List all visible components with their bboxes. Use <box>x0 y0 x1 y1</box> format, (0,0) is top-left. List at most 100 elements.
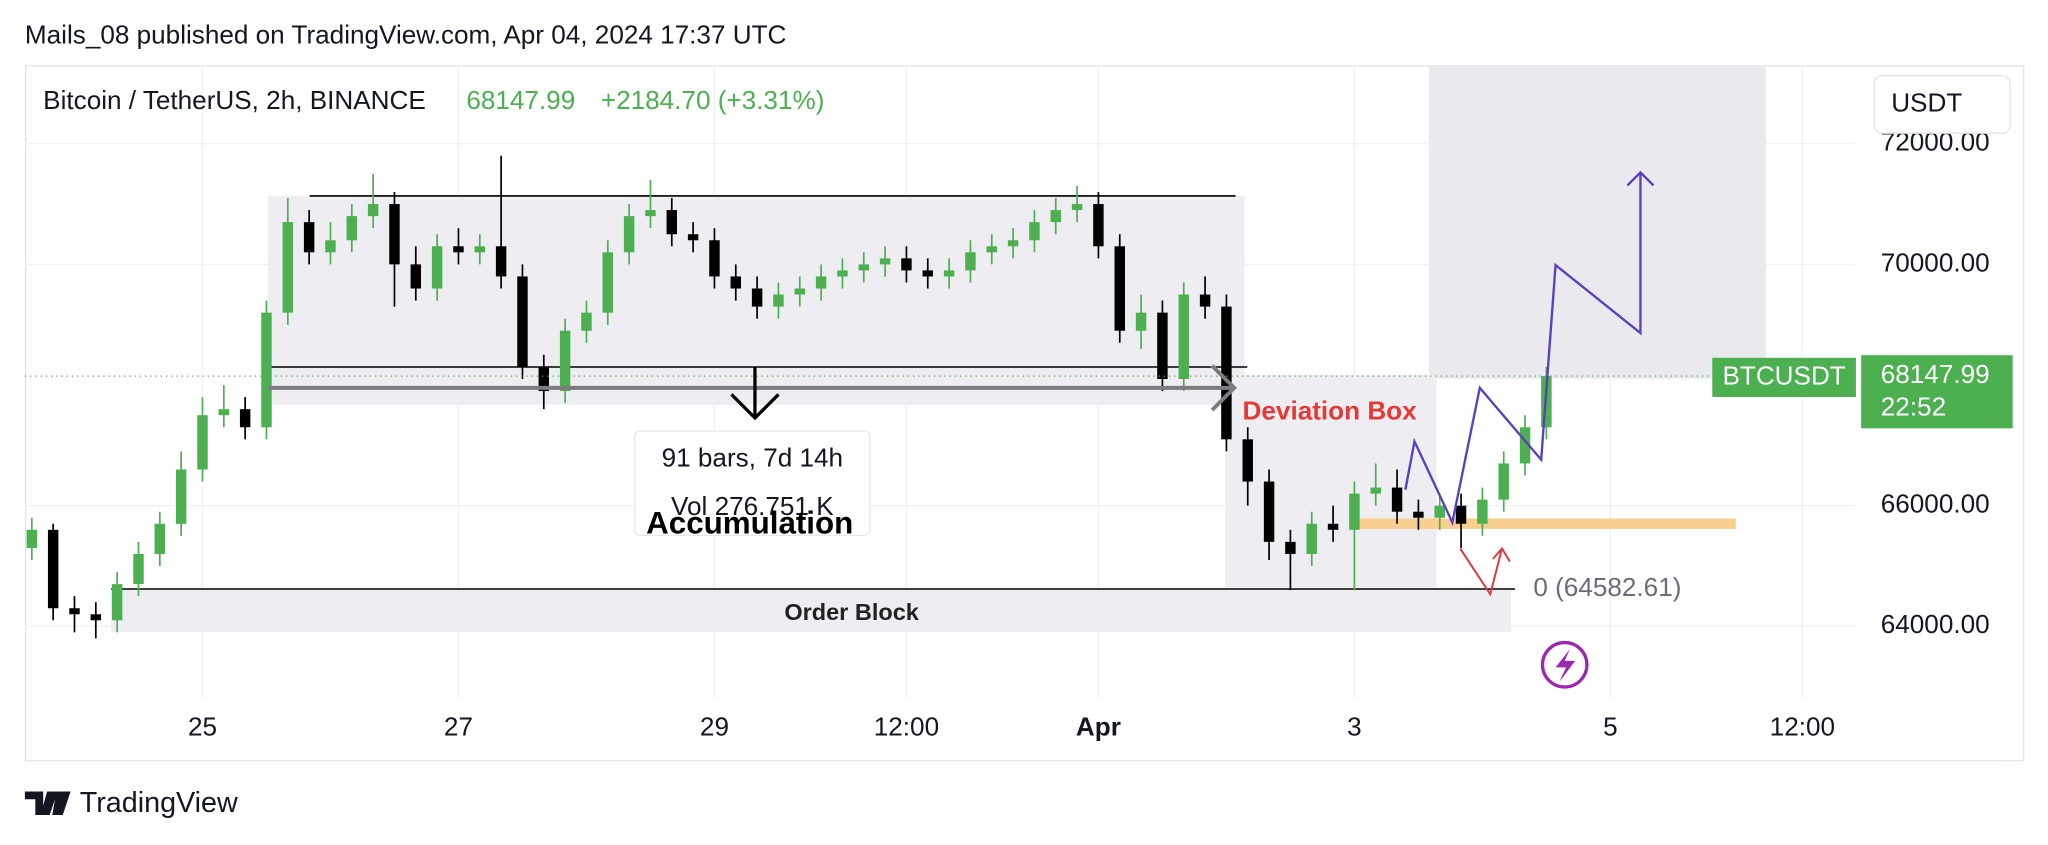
candle-body <box>90 614 102 621</box>
candle-body <box>901 258 912 271</box>
candle-body <box>1135 312 1147 331</box>
accumulation-label: Accumulation <box>646 505 853 540</box>
candle-body <box>453 246 464 253</box>
x-tick-label: 29 <box>700 712 729 742</box>
down-arrow <box>730 366 780 421</box>
candle-body <box>1306 523 1317 554</box>
candle-body <box>1178 294 1189 379</box>
y-tick-label: 70000.00 <box>1881 247 1990 277</box>
candle-body <box>1007 240 1019 247</box>
candle-body <box>474 246 486 253</box>
candle-body <box>922 270 933 277</box>
candle-body <box>303 222 315 253</box>
y-tick-label: 64000.00 <box>1881 609 1990 639</box>
x-tick-label: 3 <box>1347 712 1362 742</box>
measure-tooltip <box>634 430 871 537</box>
candle-body <box>282 222 294 313</box>
symbol-tag <box>1712 357 1856 397</box>
support-band <box>1358 518 1736 529</box>
candle-body <box>730 276 741 289</box>
fib-label: 0 (64582.61) <box>1533 572 1681 602</box>
candle-body <box>1455 505 1467 524</box>
candle-body <box>239 409 251 428</box>
candle-body <box>1477 499 1488 524</box>
price-change: +2184.70 (+3.31%) <box>601 85 825 115</box>
deviation-zone <box>1225 374 1437 588</box>
order-block-label: Order Block <box>784 599 919 625</box>
order-block <box>111 589 1512 633</box>
candle-body <box>175 469 187 524</box>
candle-body <box>538 366 550 392</box>
candle-body <box>1498 463 1509 500</box>
candle-body <box>1370 487 1381 494</box>
candle-body <box>111 584 123 621</box>
x-tick-label: 27 <box>444 712 473 742</box>
candle-body <box>410 264 422 289</box>
candle-body <box>1391 487 1403 512</box>
candle-body <box>751 288 763 307</box>
x-tick-label: 12:00 <box>874 712 939 742</box>
last-price: 68147.99 <box>466 85 575 115</box>
candle-body <box>666 210 678 235</box>
publish-info: Mails_08 published on TradingView.com, A… <box>25 19 787 49</box>
candle-body <box>1242 439 1253 482</box>
candle-body <box>623 216 635 253</box>
currency-button[interactable] <box>1873 75 2011 134</box>
candle-body <box>1050 210 1061 223</box>
candle-body <box>986 246 997 253</box>
symbol-info: Bitcoin / TetherUS, 2h, BINANCE <box>43 85 426 115</box>
price-tag-countdown: 22:52 <box>1881 392 1946 422</box>
candle-body <box>965 252 976 271</box>
candle-body <box>197 415 208 470</box>
price-tag <box>1861 355 2013 429</box>
sweep-arrow <box>1459 546 1511 597</box>
currency: USDT <box>1891 87 1962 117</box>
candle-body <box>1263 481 1275 542</box>
candle-body <box>773 294 784 307</box>
deviation-label: Deviation Box <box>1243 396 1418 426</box>
candle-body <box>815 276 827 289</box>
candle-body <box>261 312 272 428</box>
candle-body <box>709 240 720 277</box>
candle-body <box>517 276 528 367</box>
projection-path <box>1404 170 1655 527</box>
candle-body <box>794 288 805 295</box>
measure-arrow <box>1210 364 1238 412</box>
symbol-tag-text: BTCUSDT <box>1722 360 1845 390</box>
candle-body <box>495 246 507 277</box>
candle-body <box>1221 306 1232 440</box>
measure-bars: 91 bars, 7d 14h <box>662 443 843 473</box>
alert-bolt <box>1555 649 1576 682</box>
candle-body <box>154 523 166 554</box>
candle-body <box>1413 511 1424 518</box>
candle-body <box>1071 204 1083 211</box>
candle-body <box>1434 505 1445 518</box>
candle-body <box>559 330 571 392</box>
candle-body <box>1157 312 1168 379</box>
candle-body <box>943 270 955 277</box>
candle-body <box>879 258 891 265</box>
y-tick-label: 66000.00 <box>1881 489 1990 519</box>
brand: TradingView <box>80 787 238 819</box>
candle-body <box>687 234 699 241</box>
measure-volume: Vol 276.751 K <box>671 491 834 521</box>
candle-body <box>858 264 869 271</box>
candle-body <box>1285 541 1296 554</box>
candle-body <box>47 529 59 609</box>
candle-body <box>837 270 848 277</box>
x-tick-label: 12:00 <box>1770 712 1835 742</box>
x-tick-label: Apr <box>1076 712 1121 742</box>
candle-body <box>645 210 656 217</box>
logo <box>24 791 71 815</box>
target-zone <box>1428 65 1766 379</box>
candle-body <box>431 246 443 289</box>
candle-body <box>367 204 379 217</box>
candle-body <box>26 529 38 548</box>
candle-body <box>1093 204 1104 247</box>
candle-body <box>581 312 592 331</box>
candle-body <box>389 204 400 265</box>
candle-body <box>602 252 614 313</box>
candle-body <box>218 409 230 416</box>
